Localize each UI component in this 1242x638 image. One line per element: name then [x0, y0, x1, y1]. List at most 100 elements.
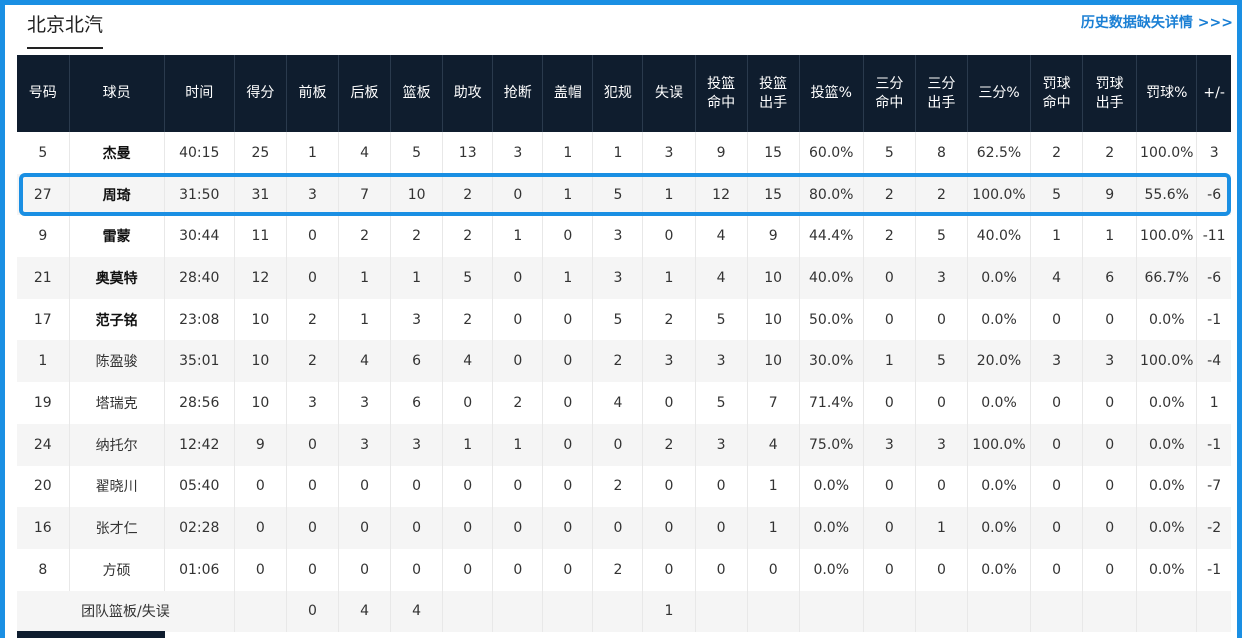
- team-stat-to: 1: [642, 590, 696, 633]
- stat-pm: 3: [1196, 132, 1231, 174]
- player-name[interactable]: 雷蒙: [69, 215, 165, 258]
- stat-reb: 0: [390, 548, 444, 591]
- team-stat-dreb: 4: [338, 590, 392, 633]
- bottom-tab-bar: [17, 631, 165, 638]
- table-row[interactable]: 1 陈盈骏 35:01 10 2 4 6 4 0 0 2 3 3 10 30.0% 1 5 20.0% 3 3 100.…: [17, 340, 1231, 383]
- stat-pts: 12: [234, 257, 287, 299]
- stat-pf: 5: [592, 173, 644, 216]
- stat-fta: 1: [1082, 215, 1138, 258]
- table-header-row: 号码 球员 时间 得分 前板 后板 篮板 助攻 抢断 盖帽 犯规 失误 投篮 命中 投篮 出手 投篮% 三分 命中三…: [17, 55, 1231, 132]
- stat-dreb: 3: [338, 423, 392, 466]
- stat-fgm: 5: [695, 298, 748, 341]
- stat-stl: 0: [492, 257, 544, 299]
- table-row[interactable]: 27 周琦 31:50 31 3 7 10 2 0 1 5 1 12 15 80.0% 2 2 100.0% 5 9 5…: [17, 173, 1231, 216]
- table-row[interactable]: 8 方硕 01:06 0 0 0 0 0 0 0 2 0 0 0 0.0% 0 0 0.0% 0 0 0.0% -1: [17, 548, 1231, 591]
- stat-to: 1: [642, 257, 696, 299]
- stat-stl: 0: [492, 548, 544, 591]
- stat-pf: 2: [592, 548, 644, 591]
- player-name[interactable]: 范子铭: [69, 298, 165, 341]
- table-row[interactable]: 20 翟晓川 05:40 0 0 0 0 0 0 0 2 0 0 1 0.0% 0 0 0.0% 0 0 0.0% -7: [17, 465, 1231, 508]
- stat-oreb: 0: [286, 507, 340, 549]
- stat-tpa: 8: [915, 132, 968, 174]
- stat-fgm: 0: [695, 465, 748, 508]
- stat-fta: 2: [1082, 132, 1138, 174]
- stat-dreb: 1: [338, 257, 392, 299]
- table-row[interactable]: 24 纳托尔 12:42 9 0 3 3 1 1 0 0 2 3 4 75.0% 3 3 100.0% 0 0 0.0%…: [17, 423, 1231, 466]
- stat-tpa: 0: [915, 382, 968, 424]
- column-header-fgm: 投篮 命中: [695, 55, 748, 132]
- history-data-link[interactable]: 历史数据缺失详情 >>>: [1080, 15, 1233, 31]
- stat-fgp: 0.0%: [799, 548, 864, 591]
- stat-blk: 1: [542, 257, 594, 299]
- stat-ftp: 0.0%: [1136, 548, 1198, 591]
- stat-ftp: 55.6%: [1136, 173, 1198, 216]
- table-row[interactable]: 9 雷蒙 30:44 11 0 2 2 2 1 0 3 0 4 9 44.4% 2 5 40.0% 1 1 100.0%…: [17, 215, 1231, 258]
- stat-stl: 0: [492, 340, 544, 383]
- stat-tpa: 2: [915, 173, 968, 216]
- stat-blk: 0: [542, 548, 594, 591]
- stat-to: 2: [642, 423, 696, 466]
- stat-time: 05:40: [164, 465, 235, 508]
- stat-to: 3: [642, 132, 696, 174]
- table-row[interactable]: 19 塔瑞克 28:56 10 3 3 6 0 2 0 4 0 5 7 71.4% 0 0 0.0% 0 0 0.0% 1: [17, 382, 1231, 424]
- stat-pf: 3: [592, 215, 644, 258]
- stat-pts: 10: [234, 382, 287, 424]
- player-name[interactable]: 塔瑞克: [69, 382, 165, 424]
- player-name[interactable]: 翟晓川: [69, 465, 165, 508]
- stat-fgp: 80.0%: [799, 173, 864, 216]
- stat-dreb: 1: [338, 298, 392, 341]
- stat-oreb: 2: [286, 298, 340, 341]
- stat-num: 20: [17, 465, 70, 508]
- stat-ast: 2: [442, 215, 494, 258]
- table-row[interactable]: 17 范子铭 23:08 10 2 1 3 2 0 0 5 2 5 10 50.0% 0 0 0.0% 0 0 0.0%…: [17, 298, 1231, 341]
- stat-dreb: 4: [338, 340, 392, 383]
- player-name[interactable]: 杰曼: [69, 132, 165, 174]
- stat-pf: 3: [592, 257, 644, 299]
- table-row[interactable]: 16 张才仁 02:28 0 0 0 0 0 0 0 0 0 0 1 0.0% 0 1 0.0% 0 0 0.0% -2: [17, 507, 1231, 549]
- stat-fga: 1: [747, 507, 800, 549]
- stat-pts: 10: [234, 340, 287, 383]
- stat-ftp: 0.0%: [1136, 423, 1198, 466]
- column-header-pm: +/-: [1196, 55, 1231, 132]
- stat-reb: 10: [390, 173, 444, 216]
- stat-stl: 3: [492, 132, 544, 174]
- stat-dreb: 0: [338, 507, 392, 549]
- column-header-reb: 篮板: [390, 55, 444, 132]
- stat-pm: -1: [1196, 423, 1231, 466]
- table-row[interactable]: 21 奥莫特 28:40 12 0 1 1 5 0 1 3 1 4 10 40.0% 0 3 0.0% 4 6 66.7…: [17, 257, 1231, 299]
- stat-fga: 7: [747, 382, 800, 424]
- team-stat-tpa: [915, 590, 968, 633]
- player-name[interactable]: 周琦: [69, 173, 165, 216]
- stat-fta: 0: [1082, 507, 1138, 549]
- stat-fgm: 4: [695, 257, 748, 299]
- stat-tpp: 0.0%: [967, 465, 1032, 508]
- stat-tpp: 20.0%: [967, 340, 1032, 383]
- stat-ftm: 1: [1030, 215, 1084, 258]
- stat-time: 28:40: [164, 257, 235, 299]
- team-stat-ftm: [1030, 590, 1084, 633]
- stat-dreb: 2: [338, 215, 392, 258]
- column-header-fgp: 投篮%: [799, 55, 864, 132]
- stat-ftp: 0.0%: [1136, 507, 1198, 549]
- team-name-tab[interactable]: 北京北汽: [27, 10, 104, 49]
- player-name[interactable]: 奥莫特: [69, 257, 165, 299]
- table-row[interactable]: 5 杰曼 40:15 25 1 4 5 13 3 1 1 3 9 15 60.0% 5 8 62.5% 2 2 100.…: [17, 132, 1231, 174]
- column-header-ast: 助攻: [442, 55, 494, 132]
- stat-tpm: 0: [863, 298, 916, 341]
- stat-pm: -11: [1196, 215, 1231, 258]
- stat-to: 0: [642, 215, 696, 258]
- team-stat-blk: [542, 590, 594, 633]
- stat-time: 35:01: [164, 340, 235, 383]
- team-stat-fgp: [799, 590, 864, 633]
- stat-stl: 0: [492, 298, 544, 341]
- player-name[interactable]: 纳托尔: [69, 423, 165, 466]
- player-name[interactable]: 方硕: [69, 548, 165, 591]
- stat-time: 02:28: [164, 507, 235, 549]
- stat-num: 17: [17, 298, 70, 341]
- stat-tpp: 0.0%: [967, 382, 1032, 424]
- stat-pts: 0: [234, 548, 287, 591]
- column-header-tpa: 三分 出手: [915, 55, 968, 132]
- player-name[interactable]: 张才仁: [69, 507, 165, 549]
- stat-oreb: 2: [286, 340, 340, 383]
- player-name[interactable]: 陈盈骏: [69, 340, 165, 383]
